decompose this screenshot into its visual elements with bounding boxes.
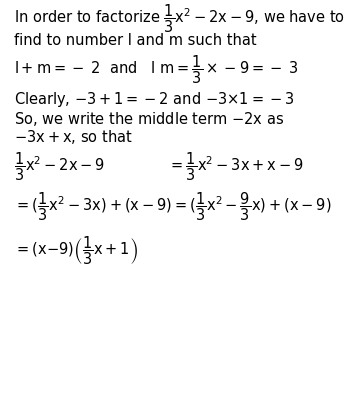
Text: So, we write the middle term $- 2\mathrm{x}$ as: So, we write the middle term $- 2\mathrm… — [14, 110, 284, 128]
Text: find to number l and m such that: find to number l and m such that — [14, 33, 257, 48]
Text: $\dfrac{1}{3}\mathrm{x}^2 - 2\mathrm{x} - 9$: $\dfrac{1}{3}\mathrm{x}^2 - 2\mathrm{x} … — [14, 151, 105, 183]
Text: $= (\dfrac{1}{3}\mathrm{x}^2 - 3\mathrm{x}) + (\mathrm{x} - 9) = (\dfrac{1}{3}\m: $= (\dfrac{1}{3}\mathrm{x}^2 - 3\mathrm{… — [14, 190, 331, 223]
Text: $- 3\mathrm{x} + \mathrm{x}$, so that: $- 3\mathrm{x} + \mathrm{x}$, so that — [14, 128, 133, 146]
Text: In order to factorize $\dfrac{1}{3}\mathrm{x}^2 - 2\mathrm{x} - 9$, we have to: In order to factorize $\dfrac{1}{3}\math… — [14, 2, 345, 34]
Text: $= (\mathrm{x}{-}9)\left(\dfrac{1}{3}\mathrm{x} + 1\right)$: $= (\mathrm{x}{-}9)\left(\dfrac{1}{3}\ma… — [14, 235, 138, 267]
Text: $= \dfrac{1}{3}\mathrm{x}^2 - 3\mathrm{x} + \mathrm{x} - 9$: $= \dfrac{1}{3}\mathrm{x}^2 - 3\mathrm{x… — [168, 151, 304, 183]
Text: Clearly, $- 3 + 1 = - 2$ and $- 3{\times}1 = -3$: Clearly, $- 3 + 1 = - 2$ and $- 3{\times… — [14, 90, 294, 109]
Text: $\mathrm{l + m = -\ 2}$  and   $\mathrm{l\ m} = \dfrac{1}{3} \times -9 = -\ 3$: $\mathrm{l + m = -\ 2}$ and $\mathrm{l\ … — [14, 53, 299, 86]
